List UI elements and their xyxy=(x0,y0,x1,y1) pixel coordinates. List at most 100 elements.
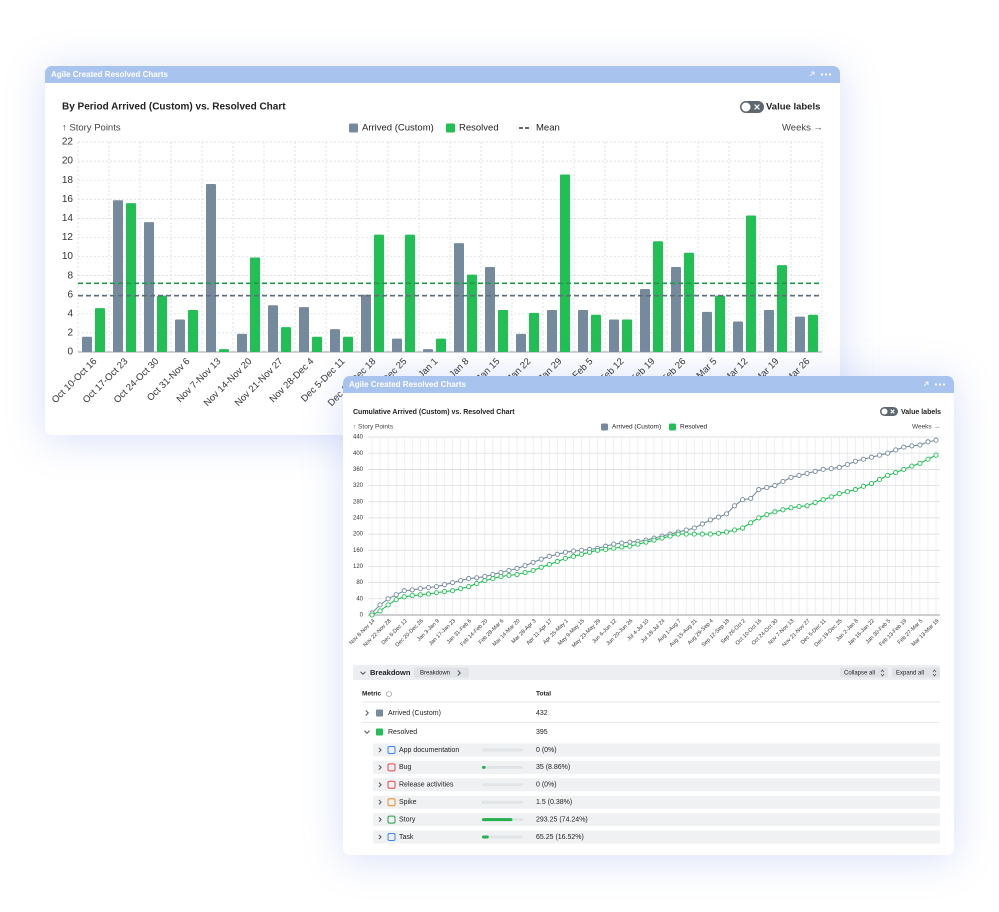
toggle-label: Value labels xyxy=(766,102,820,113)
point xyxy=(764,485,770,491)
point xyxy=(570,553,576,559)
bar xyxy=(640,289,650,352)
y-tick-label: 0 xyxy=(67,347,73,358)
y-tick-label: 320 xyxy=(353,483,364,489)
y-tick-label: 360 xyxy=(353,467,364,473)
point xyxy=(699,521,705,527)
info-icon xyxy=(386,691,392,697)
panel-cumulative: Agile Created Resolved Charts Cumulative… xyxy=(343,376,954,855)
column-header: Total xyxy=(536,691,551,698)
point xyxy=(820,497,826,503)
expand-button[interactable] xyxy=(892,667,940,678)
point xyxy=(611,545,617,551)
expand-icon[interactable] xyxy=(809,71,815,77)
chevron[interactable] xyxy=(378,799,382,805)
child-label: Story xyxy=(399,816,416,823)
point xyxy=(611,541,617,547)
point xyxy=(603,546,609,553)
point xyxy=(852,487,858,493)
breakdown-chip[interactable] xyxy=(414,667,469,678)
legend-swatch xyxy=(349,123,358,133)
child-row-bg xyxy=(373,760,940,774)
point xyxy=(433,584,440,590)
point xyxy=(369,612,375,618)
share-track xyxy=(482,835,523,839)
point xyxy=(627,543,633,549)
bar xyxy=(808,314,818,352)
legend-swatch xyxy=(446,123,455,133)
share-track xyxy=(482,800,523,804)
toggle-knob xyxy=(741,102,751,112)
chevron[interactable] xyxy=(378,747,382,753)
point xyxy=(683,531,689,537)
bar xyxy=(175,319,185,352)
collapse-button[interactable] xyxy=(840,667,888,678)
point xyxy=(466,576,472,582)
point xyxy=(586,549,593,555)
point xyxy=(385,596,391,602)
bar xyxy=(237,333,247,352)
more-dot[interactable] xyxy=(820,73,824,76)
breakdown-bar xyxy=(353,665,940,680)
toggle-label: Value labels xyxy=(901,409,941,416)
more-dot[interactable] xyxy=(934,383,938,386)
point xyxy=(756,487,762,493)
bar xyxy=(299,307,309,352)
y-tick-label: 120 xyxy=(353,564,364,570)
share-bar xyxy=(482,818,513,822)
point xyxy=(482,578,488,584)
bar xyxy=(467,274,477,352)
share-bar xyxy=(482,835,489,839)
point xyxy=(820,466,826,472)
y-tick-label: 2 xyxy=(67,328,73,339)
more-dot[interactable] xyxy=(824,73,828,76)
point xyxy=(562,549,568,555)
sort-icon xyxy=(932,669,937,677)
chevron[interactable] xyxy=(360,671,366,675)
panel-svg: Agile Created Resolved Charts Cumulative… xyxy=(343,376,954,844)
chevron[interactable] xyxy=(378,817,382,823)
bar xyxy=(312,336,322,352)
point xyxy=(860,456,867,462)
bar xyxy=(405,234,415,352)
point xyxy=(490,576,496,582)
chevron[interactable] xyxy=(364,730,370,734)
point xyxy=(417,586,423,592)
point xyxy=(619,540,625,546)
point xyxy=(538,556,544,562)
point xyxy=(619,544,625,550)
point xyxy=(901,466,907,472)
more-dot[interactable] xyxy=(942,383,946,386)
point xyxy=(458,586,464,592)
chevron[interactable] xyxy=(378,782,382,788)
point xyxy=(482,574,488,580)
breakdown-chip-label: Breakdown xyxy=(420,671,450,677)
chevron[interactable] xyxy=(378,764,382,770)
bar xyxy=(764,310,774,352)
chevron[interactable] xyxy=(378,834,382,840)
child-label: Task xyxy=(399,834,414,841)
y-tick-label: 200 xyxy=(353,532,364,538)
point xyxy=(723,511,730,517)
child-label: Spike xyxy=(399,799,417,806)
child-label: App documentation xyxy=(399,747,459,754)
more-dot[interactable] xyxy=(828,73,832,76)
child-total: 0 (0%) xyxy=(536,782,557,789)
expand-icon[interactable] xyxy=(923,381,929,387)
point xyxy=(804,503,810,509)
child-row-bg xyxy=(373,778,940,792)
point xyxy=(740,525,746,531)
y-tick-label: 40 xyxy=(356,596,363,602)
bar xyxy=(423,349,433,352)
bar xyxy=(516,333,526,352)
column-header: Metric xyxy=(362,691,382,698)
bar xyxy=(702,311,712,352)
panel-header xyxy=(343,376,954,393)
bar xyxy=(715,295,725,352)
value-labels-toggle[interactable] xyxy=(880,407,898,416)
y-tick-label: 14 xyxy=(62,213,74,224)
value-labels-toggle[interactable] xyxy=(740,101,764,113)
more-dot[interactable] xyxy=(938,383,942,386)
chevron[interactable] xyxy=(365,710,369,716)
